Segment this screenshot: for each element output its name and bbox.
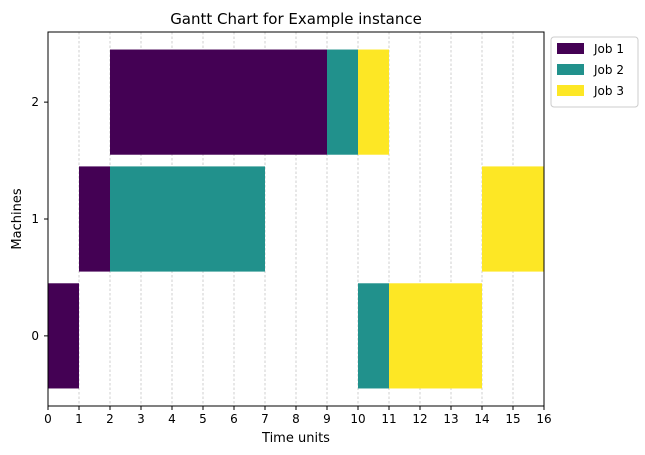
- x-tick-label: 16: [536, 412, 551, 426]
- bar-job-3-machine-1: [482, 166, 544, 272]
- legend-swatch: [557, 85, 584, 96]
- x-tick-label: 13: [443, 412, 458, 426]
- bar-job-1-machine-1: [79, 166, 110, 272]
- legend-label: Job 2: [593, 63, 624, 77]
- x-axis-ticks: 0 1 2 3 4 5 6 7 8 9 10 11 12 13 14 15 16: [44, 406, 552, 426]
- legend-label: Job 1: [593, 42, 624, 56]
- y-axis-ticks: 0 1 2: [31, 95, 48, 343]
- x-tick-label: 3: [137, 412, 145, 426]
- legend-swatch: [557, 64, 584, 75]
- x-tick-label: 2: [106, 412, 114, 426]
- x-tick-label: 15: [505, 412, 520, 426]
- x-tick-label: 11: [381, 412, 396, 426]
- x-tick-label: 0: [44, 412, 52, 426]
- bar-job-2-machine-2: [327, 49, 358, 155]
- legend-swatch: [557, 43, 584, 54]
- x-tick-label: 5: [199, 412, 207, 426]
- y-axis-label: Machines: [10, 188, 25, 249]
- x-tick-label: 1: [75, 412, 83, 426]
- bar-job-2-machine-1: [110, 166, 265, 272]
- x-tick-label: 14: [474, 412, 489, 426]
- bar-job-2-machine-0: [358, 283, 389, 389]
- y-tick-label: 1: [31, 212, 39, 226]
- bar-job-1-machine-2: [110, 49, 327, 155]
- legend-label: Job 3: [593, 84, 624, 98]
- x-tick-label: 8: [292, 412, 300, 426]
- bar-job-3-machine-2: [358, 49, 389, 155]
- x-tick-label: 10: [350, 412, 365, 426]
- bar-job-1-machine-0: [48, 283, 79, 389]
- chart-title: Gantt Chart for Example instance: [170, 10, 422, 28]
- y-tick-label: 2: [31, 95, 39, 109]
- x-tick-label: 6: [230, 412, 238, 426]
- legend: Job 1 Job 2 Job 3: [550, 36, 639, 108]
- x-axis-label: Time units: [261, 431, 330, 446]
- x-tick-label: 12: [412, 412, 427, 426]
- bars: [48, 49, 544, 389]
- x-tick-label: 4: [168, 412, 176, 426]
- bar-job-3-machine-0: [389, 283, 482, 389]
- x-tick-label: 7: [261, 412, 269, 426]
- x-tick-label: 9: [323, 412, 331, 426]
- y-tick-label: 0: [31, 329, 39, 343]
